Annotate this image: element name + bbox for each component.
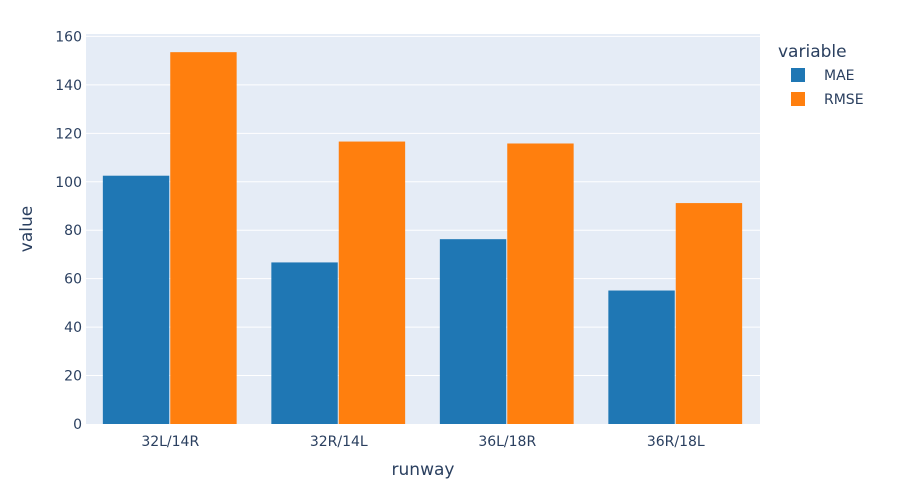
x-tick-label: 36R/18L	[647, 434, 705, 450]
x-tick-label: 32R/14L	[310, 434, 368, 450]
bar-mae-0	[102, 175, 170, 424]
bar-mae-3	[608, 290, 675, 424]
x-tick-labels: 32L/14R 32R/14L 36L/18R 36R/18L	[141, 434, 705, 450]
x-tick-label: 36L/18R	[478, 434, 536, 450]
legend-title: variable	[778, 42, 847, 62]
y-tick-label: 160	[55, 29, 82, 45]
legend-swatch-mae	[791, 68, 805, 82]
legend-label-mae: MAE	[824, 68, 855, 84]
legend-label-rmse: RMSE	[824, 92, 864, 108]
x-tick-label: 32L/14R	[141, 434, 199, 450]
bar-rmse-0	[170, 52, 237, 425]
y-axis-title: value	[17, 206, 37, 252]
x-axis-title: runway	[392, 460, 455, 480]
y-tick-label: 40	[64, 320, 82, 336]
legend: variable MAE RMSE	[778, 42, 864, 108]
bar-rmse-3	[675, 203, 743, 424]
bar-mae-2	[439, 239, 507, 424]
bar-rmse-1	[338, 141, 406, 424]
y-tick-label: 60	[64, 272, 82, 288]
y-tick-label: 120	[55, 126, 82, 142]
y-tick-label: 0	[73, 417, 82, 433]
y-tick-label: 140	[55, 78, 82, 94]
y-tick-label: 20	[64, 369, 82, 385]
bars	[102, 52, 743, 425]
y-tick-label: 80	[64, 223, 82, 239]
bar-rmse-2	[507, 143, 574, 425]
y-tick-label: 100	[55, 175, 82, 191]
bar-mae-1	[271, 262, 338, 424]
legend-swatch-rmse	[791, 92, 805, 106]
y-tick-labels: 0 20 40 60 80 100 120 140 160	[55, 29, 82, 433]
